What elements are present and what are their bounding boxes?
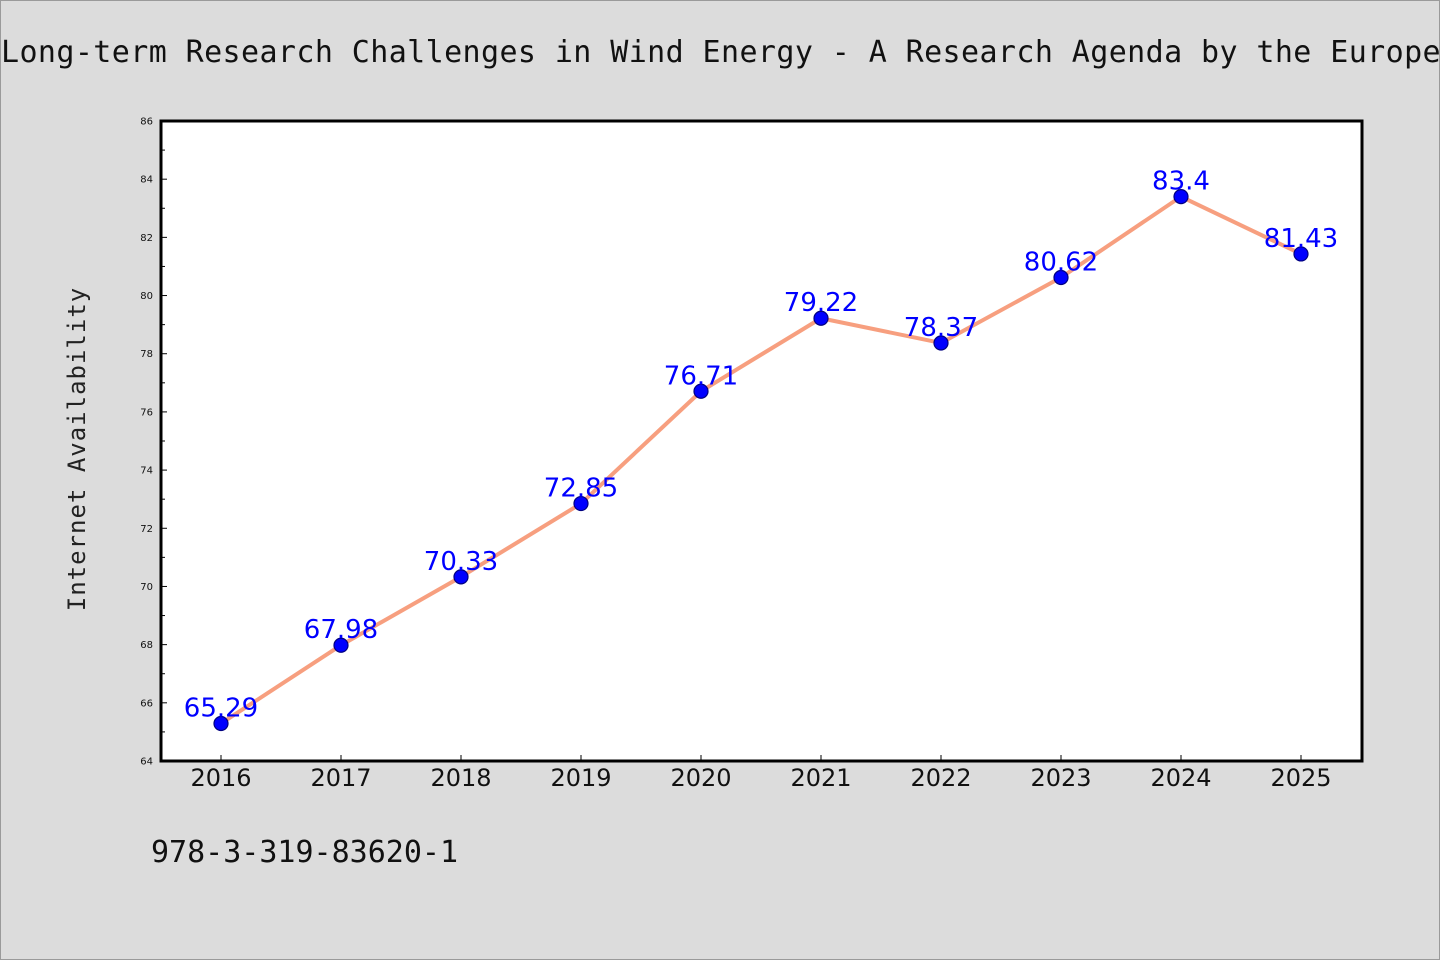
data-label: 81.43 bbox=[1264, 224, 1338, 254]
x-tick-label: 2023 bbox=[1030, 764, 1091, 792]
data-point bbox=[333, 637, 349, 653]
data-label: 83.4 bbox=[1152, 167, 1210, 197]
y-axis: 64 66 68 70 72 74 76 78 80 82 84 86 bbox=[140, 117, 167, 768]
data-label: 70.33 bbox=[424, 547, 498, 577]
y-tick-label: 68 bbox=[140, 640, 153, 651]
data-label: 78.37 bbox=[904, 313, 978, 343]
y-tick-label: 78 bbox=[140, 349, 153, 360]
isbn-text: 978-3-319-83620-1 bbox=[151, 835, 459, 870]
series-layer: 65.29 67.98 70.33 72.85 76.71 79.22 78.37 80.62… bbox=[184, 167, 1338, 732]
data-label: 80.62 bbox=[1024, 248, 1098, 278]
data-point bbox=[1053, 269, 1069, 286]
x-axis: 2016 2017 2018 2019 2020 2021 2022 2023 2024 2025 bbox=[190, 755, 1332, 792]
y-tick-label: 84 bbox=[140, 175, 153, 186]
series-line bbox=[219, 194, 1303, 726]
y-tick-label: 66 bbox=[140, 698, 153, 709]
y-tick-label: 74 bbox=[140, 466, 153, 477]
x-tick-label: 2025 bbox=[1270, 764, 1331, 792]
data-point bbox=[1173, 189, 1189, 205]
data-point bbox=[813, 310, 829, 326]
y-tick-label: 76 bbox=[140, 407, 153, 418]
y-tick-label: 64 bbox=[140, 757, 153, 768]
data-point bbox=[573, 495, 589, 512]
data-label: 65.29 bbox=[184, 693, 258, 723]
chart-title: Long-term Research Challenges in Wind En… bbox=[1, 35, 1440, 70]
data-point bbox=[213, 715, 229, 732]
x-tick-label: 2018 bbox=[430, 764, 491, 792]
data-point bbox=[1293, 246, 1309, 262]
data-label: 72.85 bbox=[544, 474, 618, 504]
y-tick-label: 72 bbox=[140, 524, 153, 535]
x-tick-label: 2021 bbox=[790, 764, 851, 792]
data-point bbox=[453, 569, 469, 585]
data-point bbox=[933, 335, 949, 351]
y-tick-label: 86 bbox=[140, 117, 153, 128]
plot-area bbox=[159, 119, 1364, 763]
y-tick-label: 82 bbox=[140, 233, 153, 244]
x-tick-label: 2024 bbox=[1150, 764, 1211, 792]
y-tick-label: 80 bbox=[140, 291, 153, 302]
data-point bbox=[693, 383, 709, 399]
data-label: 76.71 bbox=[664, 361, 738, 391]
x-tick-label: 2019 bbox=[550, 764, 611, 792]
y-tick-label: 70 bbox=[140, 582, 153, 593]
data-label: 79.22 bbox=[784, 288, 858, 318]
x-tick-label: 2022 bbox=[910, 764, 971, 792]
x-tick-label: 2017 bbox=[310, 764, 371, 792]
x-tick-label: 2016 bbox=[190, 764, 251, 792]
x-tick-label: 2020 bbox=[670, 764, 731, 792]
data-label: 67.98 bbox=[304, 615, 378, 645]
y-axis-label: Internet Availability bbox=[63, 287, 91, 611]
